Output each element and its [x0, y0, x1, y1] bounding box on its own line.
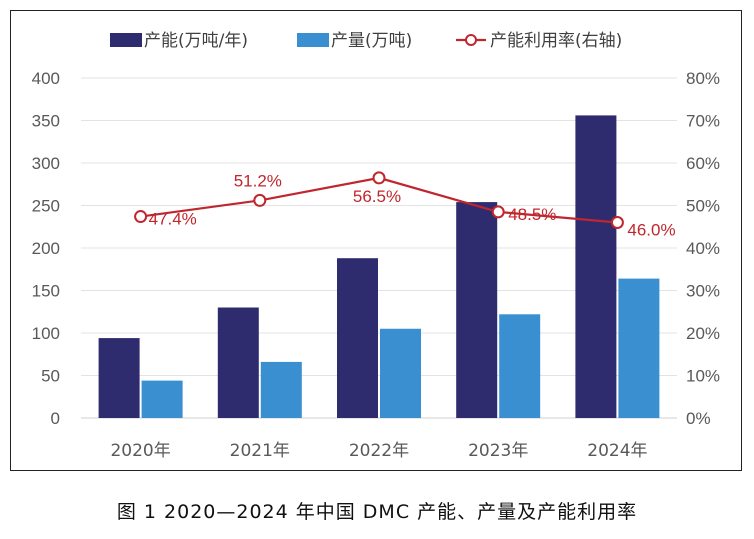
bar-output	[618, 278, 660, 418]
utilization-point	[134, 210, 148, 224]
utilization-data-label: 48.5%	[508, 205, 556, 224]
utilization-data-label: 47.4%	[149, 210, 197, 229]
utilization-point	[610, 216, 624, 229]
right-tick-label: 80%	[686, 69, 720, 88]
x-tick-label: 2022年	[349, 441, 409, 461]
utilization-point	[253, 193, 267, 207]
bar-capacity	[456, 202, 498, 418]
right-tick-label: 60%	[686, 154, 720, 173]
left-tick-label: 200	[32, 239, 60, 258]
legend-swatch-marker	[465, 34, 477, 46]
right-tick-label: 40%	[686, 239, 720, 258]
x-tick-label: 2024年	[587, 441, 647, 461]
chart: 0 50 100 150 200 250 300 350 400 0% 10% 20% 30% 40% 5…	[32, 31, 720, 461]
left-tick-label: 100	[32, 324, 60, 343]
left-tick-label: 150	[32, 282, 60, 301]
utilization-data-label: 46.0%	[627, 221, 675, 240]
bar-output	[499, 314, 541, 418]
x-tick-label: 2023年	[468, 441, 528, 461]
legend-swatch-capacity	[110, 33, 142, 47]
left-tick-label: 250	[32, 197, 60, 216]
left-tick-label: 0	[51, 409, 60, 428]
left-tick-label: 50	[41, 367, 60, 386]
left-axis: 0 50 100 150 200 250 300 350 400	[32, 69, 60, 428]
bar-output	[260, 361, 302, 418]
right-tick-label: 30%	[686, 282, 720, 301]
legend-label: 产能(万吨/年)	[144, 31, 248, 51]
bars	[98, 115, 660, 419]
bar-capacity	[98, 338, 140, 418]
right-tick-label: 0%	[686, 409, 711, 428]
bar-output	[380, 328, 421, 418]
bar-output	[141, 380, 183, 418]
x-tick-label: 2021年	[230, 441, 290, 461]
data-labels: 47.4% 51.2% 56.5% 48.5% 46.0%	[149, 171, 676, 239]
utilization-point	[372, 171, 386, 185]
bar-capacity	[337, 258, 378, 418]
x-tick-label: 2020年	[110, 441, 170, 461]
left-tick-label: 350	[32, 112, 60, 131]
x-axis: 2020年 2021年 2022年 2023年 2024年	[110, 441, 647, 461]
figure-caption: 图 1 2020—2024 年中国 DMC 产能、产量及产能利用率	[116, 501, 638, 523]
utilization-data-label: 56.5%	[353, 187, 401, 206]
legend-label: 产量(万吨)	[331, 31, 412, 51]
legend-label: 产能利用率(右轴)	[490, 31, 622, 51]
right-axis: 0% 10% 20% 30% 40% 50% 60% 70% 80%	[686, 69, 720, 428]
right-tick-label: 10%	[686, 367, 720, 386]
right-tick-label: 50%	[686, 197, 720, 216]
right-tick-label: 70%	[686, 112, 720, 131]
legend: 产能(万吨/年) 产量(万吨) 产能利用率(右轴)	[110, 31, 622, 51]
left-tick-label: 300	[32, 154, 60, 173]
utilization-line	[134, 171, 624, 229]
legend-swatch-output	[297, 33, 329, 47]
bar-capacity	[575, 115, 617, 419]
utilization-data-label: 51.2%	[234, 171, 282, 190]
utilization-point	[491, 205, 505, 219]
right-tick-label: 20%	[686, 324, 720, 343]
bar-capacity	[217, 307, 259, 418]
left-tick-label: 400	[32, 69, 60, 88]
